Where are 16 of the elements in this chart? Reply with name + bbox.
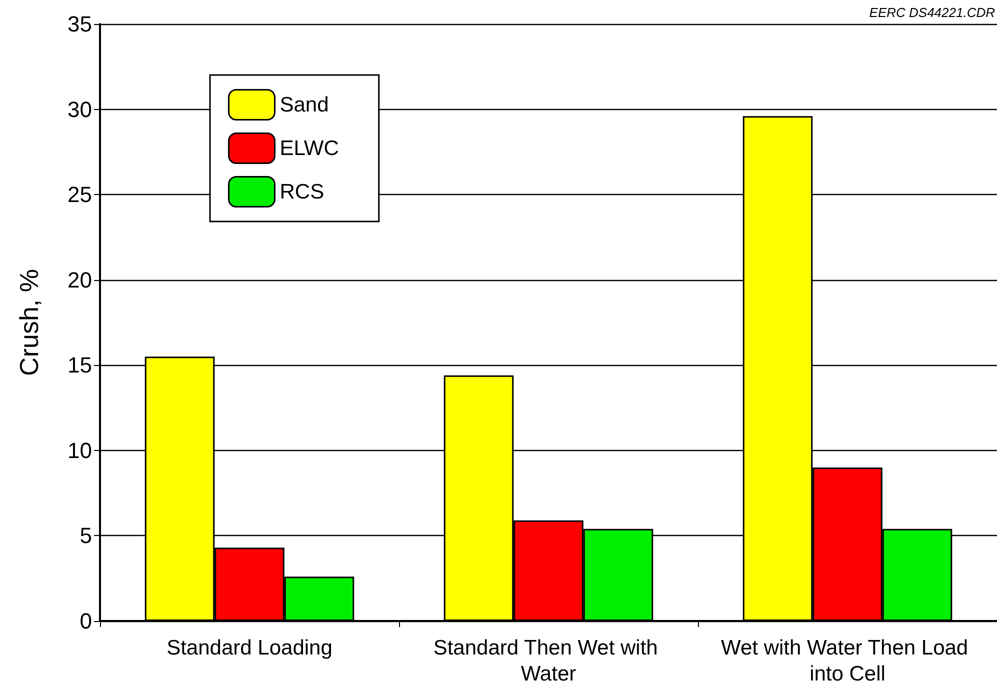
y-axis-title: Crush, %: [14, 269, 44, 376]
y-tick-label: 20: [68, 267, 92, 292]
legend-label: ELWC: [280, 136, 339, 160]
x-tick-label: Wet with Water Then Load into Cell: [721, 636, 974, 686]
y-tick-label: 25: [68, 182, 92, 208]
y-tick-label: 0: [80, 608, 92, 634]
x-tick-label: Standard Then Wet with Water: [433, 636, 664, 686]
y-tick-label: 15: [68, 352, 92, 378]
x-tick-label: Standard Loading: [166, 636, 332, 660]
y-tick-label: 30: [68, 96, 92, 122]
y-tick-label: 10: [68, 438, 92, 463]
text: EERC DS44221.CDR: [869, 5, 996, 20]
legend-label: RCS: [280, 180, 324, 204]
legend-label: Sand: [280, 93, 329, 116]
y-tick-label: 35: [68, 12, 92, 36]
y-tick-label: 5: [80, 523, 92, 548]
